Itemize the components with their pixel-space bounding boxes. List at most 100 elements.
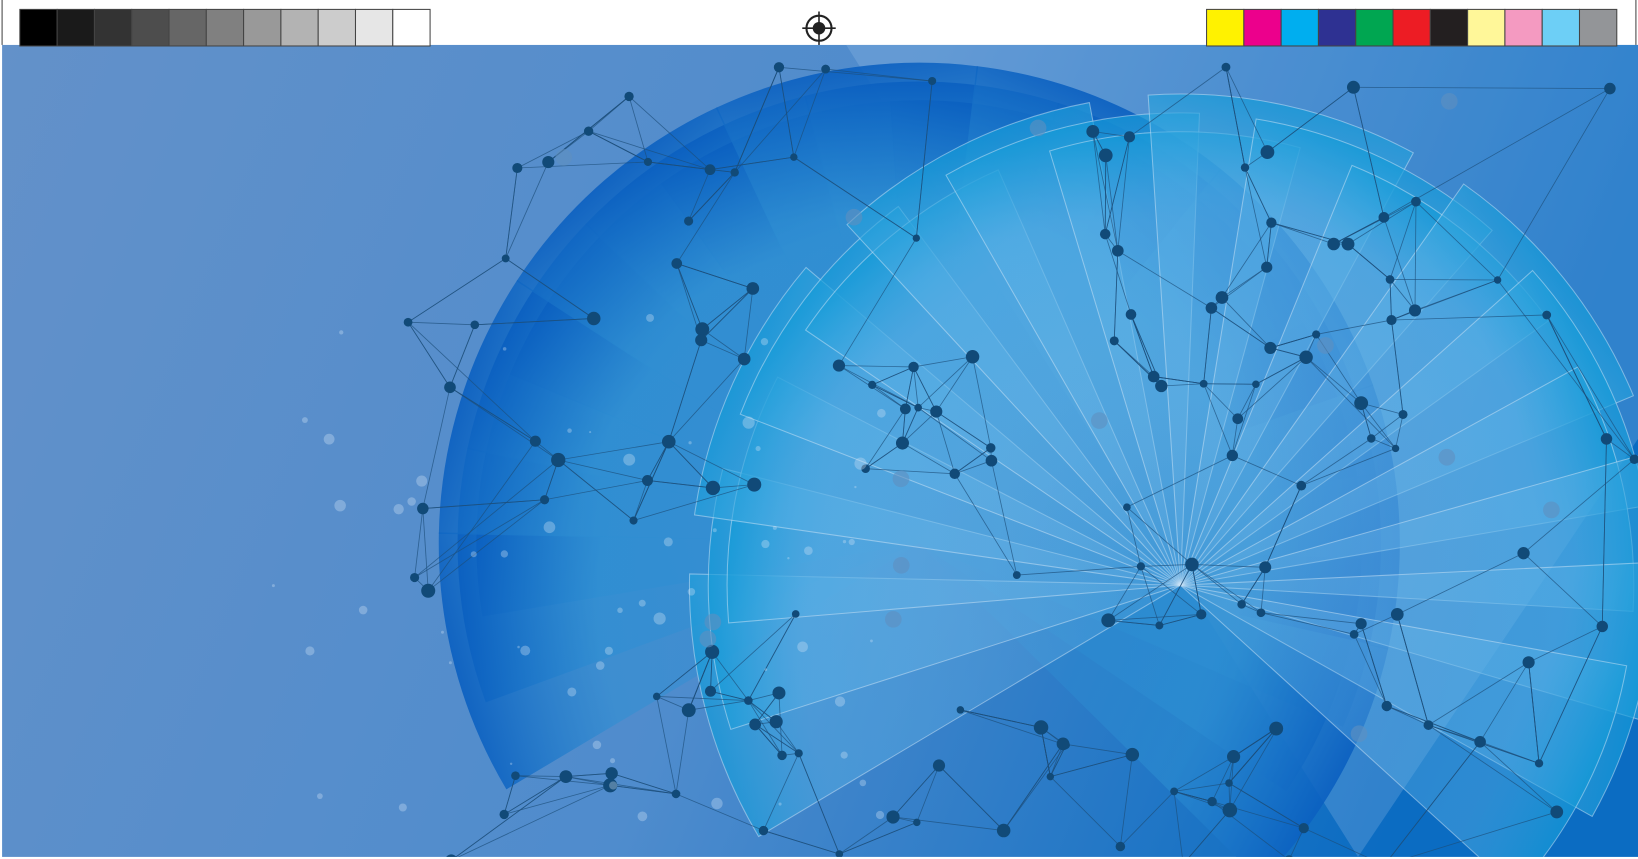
color-bar [1206, 8, 1618, 47]
network-edge [633, 480, 648, 521]
network-edge [1546, 314, 1635, 460]
network-edge [1353, 634, 1388, 707]
network-node [832, 359, 846, 372]
network-node [1033, 720, 1049, 735]
bokeh-dot [271, 584, 275, 588]
network-node [1109, 336, 1119, 346]
gray-swatch [93, 8, 133, 47]
network-edge [1391, 279, 1498, 321]
bokeh-dot [334, 499, 346, 512]
network-edge [839, 816, 894, 855]
network-edge [647, 441, 670, 481]
network-node [1604, 82, 1616, 95]
network-edge [1271, 222, 1334, 245]
network-edge [1389, 201, 1417, 280]
network-edge [1040, 727, 1051, 777]
network-edge [1270, 334, 1317, 349]
network-node [1237, 600, 1246, 609]
network-edge [1497, 279, 1635, 460]
network-edge [1241, 567, 1266, 605]
network-node [868, 380, 877, 389]
network-node [1390, 608, 1404, 621]
network-edge [1107, 566, 1142, 621]
network-edge [743, 288, 754, 360]
bokeh-dot [663, 537, 673, 547]
network-edge [916, 765, 940, 823]
network-node [542, 156, 555, 169]
faint-node [555, 149, 573, 166]
network-edge [1316, 319, 1392, 335]
network-edge [1188, 809, 1231, 857]
registration-mark [802, 11, 836, 45]
network-edge [1538, 626, 1603, 764]
network-node [403, 317, 413, 327]
faint-node [884, 610, 902, 628]
network-edge [872, 366, 914, 386]
network-node [661, 434, 676, 449]
bokeh-dot [520, 645, 531, 656]
network-edge [628, 96, 711, 170]
network-node [1252, 380, 1260, 389]
network-edge [668, 441, 714, 489]
network-node [1423, 720, 1434, 730]
network-edge [917, 407, 992, 462]
bokeh-dot [787, 557, 790, 560]
network-edge [668, 358, 745, 442]
network-edge [414, 459, 559, 578]
network-node [1298, 822, 1309, 834]
network-edge [610, 784, 677, 795]
network-edge [668, 441, 755, 486]
network-node [1123, 131, 1136, 143]
network-edge [503, 775, 516, 815]
network-node [1115, 841, 1126, 852]
network-edge [1260, 612, 1362, 625]
network-edge [902, 411, 937, 444]
network-edge [1390, 741, 1481, 857]
network-node [1261, 261, 1273, 273]
network-edge [656, 696, 677, 794]
network-node [1123, 503, 1131, 511]
network-edge [915, 81, 933, 239]
network-node [1522, 656, 1535, 669]
network-edge [628, 96, 649, 163]
network-edge [1244, 167, 1272, 223]
network-edge [793, 68, 827, 158]
network-edge [1397, 552, 1524, 615]
bokeh-dot [398, 803, 407, 812]
network-edge [1360, 402, 1396, 449]
network-edge [1126, 506, 1193, 565]
network-edge [688, 169, 711, 222]
bokeh-dot [778, 802, 782, 806]
bokeh-dot [441, 630, 444, 634]
network-edge [1117, 250, 1212, 309]
faint-node [892, 470, 910, 488]
bokeh-dot [339, 330, 344, 335]
network-node [1227, 750, 1241, 764]
network-node [643, 157, 653, 167]
network-edge [1140, 564, 1192, 567]
network-edge [1497, 88, 1611, 281]
network-node [1260, 145, 1275, 159]
network-node [1408, 304, 1422, 317]
bokeh-dot [854, 485, 857, 489]
network-edge [865, 442, 903, 469]
network-node [1215, 291, 1229, 304]
network-edge [711, 651, 749, 701]
network-node [777, 750, 787, 761]
network-node [1170, 787, 1179, 796]
network-node [1062, 741, 1070, 749]
color-swatch [1243, 8, 1282, 47]
network-node [794, 749, 803, 758]
network-node [1125, 309, 1137, 320]
network-node [1378, 211, 1390, 223]
bokeh-dot [595, 661, 605, 670]
bokeh-dot [687, 588, 696, 596]
bokeh-dot [502, 347, 507, 351]
network-edge [1173, 790, 1230, 811]
bokeh-dot [834, 696, 846, 707]
network-node [444, 381, 456, 394]
network-node [1155, 621, 1164, 630]
network-edge [427, 440, 536, 591]
network-node [821, 64, 831, 74]
